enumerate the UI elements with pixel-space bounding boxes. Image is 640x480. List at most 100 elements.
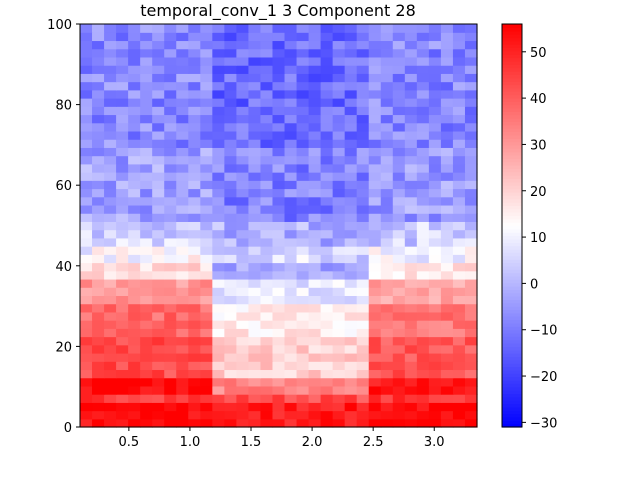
colorbar-segment (502, 326, 522, 331)
heatmap-cell (212, 377, 225, 387)
heatmap-cell (200, 40, 213, 50)
heatmap-cell (248, 229, 262, 239)
heatmap-cell (296, 344, 310, 354)
heatmap-cell (248, 270, 262, 280)
heatmap-cell (116, 369, 129, 379)
heatmap-cell (152, 172, 165, 181)
heatmap-cell (332, 237, 346, 247)
colorbar-segment (502, 316, 522, 321)
heatmap-cell (464, 402, 478, 412)
heatmap-cell (104, 56, 117, 66)
heatmap-cell (212, 287, 225, 296)
colorbar-segment (502, 111, 522, 116)
heatmap-cell (332, 106, 346, 116)
heatmap-cell (272, 402, 286, 412)
heatmap-cell (380, 147, 394, 157)
heatmap-cell (152, 295, 165, 305)
heatmap-cell (152, 163, 165, 173)
heatmap-cell (260, 311, 274, 321)
heatmap-cell (332, 278, 346, 288)
heatmap-cell (308, 254, 322, 264)
heatmap-cell (248, 32, 262, 42)
heatmap-cell (368, 394, 382, 403)
colorbar-segment (502, 27, 522, 32)
colorbar-segment (502, 71, 522, 75)
heatmap-cell (128, 402, 141, 412)
heatmap-cell (392, 163, 406, 173)
heatmap-cell (92, 410, 105, 420)
heatmap-cell (200, 24, 213, 33)
heatmap-cell (80, 188, 93, 198)
heatmap-cell (440, 410, 454, 420)
heatmap-cell (416, 122, 430, 132)
heatmap-cell (380, 73, 394, 83)
colorbar-segment (502, 255, 522, 260)
heatmap-cell (212, 204, 225, 214)
heatmap-cell (260, 24, 274, 33)
heatmap-cell (92, 377, 105, 387)
heatmap-cell (152, 106, 165, 116)
heatmap-cell (272, 254, 286, 264)
heatmap-cell (308, 278, 322, 288)
heatmap-cell (188, 155, 201, 165)
heatmap-cell (428, 369, 442, 379)
heatmap-cell (188, 196, 201, 206)
heatmap-cell (128, 229, 141, 239)
heatmap-cell (440, 204, 454, 214)
heatmap-cell (464, 237, 478, 247)
colorbar-segment (502, 185, 522, 190)
heatmap-cell (392, 180, 406, 190)
heatmap-cell (272, 328, 286, 338)
heatmap-cell (104, 98, 117, 107)
heatmap-cell (212, 114, 225, 124)
heatmap-cell (320, 328, 334, 338)
heatmap-cell (200, 89, 213, 99)
heatmap-cell (440, 221, 454, 231)
heatmap-cell (332, 139, 346, 148)
heatmap-cell (416, 89, 430, 99)
heatmap-cell (128, 65, 141, 74)
heatmap-cell (80, 295, 93, 305)
heatmap-cell (332, 188, 346, 198)
heatmap-cell (116, 65, 129, 74)
heatmap-cell (80, 303, 93, 313)
heatmap-cell (464, 98, 478, 107)
heatmap-cell (320, 196, 334, 206)
heatmap-cell (380, 278, 394, 288)
heatmap-cell (248, 172, 262, 181)
heatmap-cell (104, 180, 117, 190)
heatmap-cell (116, 410, 129, 420)
heatmap-cell (80, 402, 93, 412)
heatmap-cell (140, 213, 153, 222)
heatmap-cell (320, 385, 334, 395)
heatmap-cell (464, 361, 478, 371)
colorbar-segment (502, 416, 522, 421)
heatmap-cell (344, 336, 358, 346)
heatmap-cell (224, 73, 237, 83)
heatmap-cell (308, 320, 322, 329)
heatmap-cell (164, 262, 177, 272)
heatmap-cell (104, 172, 117, 181)
heatmap-cell (416, 278, 430, 288)
heatmap-cell (464, 56, 478, 66)
heatmap-cell (188, 394, 201, 403)
heatmap-cell (296, 32, 310, 42)
heatmap-cell (440, 278, 454, 288)
colorbar-segment (502, 269, 522, 274)
heatmap-cell (452, 295, 466, 305)
heatmap-cell (92, 303, 105, 313)
heatmap-cell (392, 278, 406, 288)
heatmap-cell (440, 48, 454, 58)
heatmap-cell (272, 221, 286, 231)
heatmap-cell (212, 418, 225, 428)
heatmap-cell (200, 270, 213, 280)
colorbar-segment (502, 228, 522, 233)
heatmap-cell (416, 32, 430, 42)
heatmap-cell (140, 394, 153, 403)
heatmap-cell (428, 418, 442, 428)
heatmap-cell (332, 56, 346, 66)
heatmap-cell (344, 369, 358, 379)
heatmap-cell (428, 394, 442, 403)
heatmap-cell (272, 155, 286, 165)
heatmap-cell (236, 196, 250, 206)
